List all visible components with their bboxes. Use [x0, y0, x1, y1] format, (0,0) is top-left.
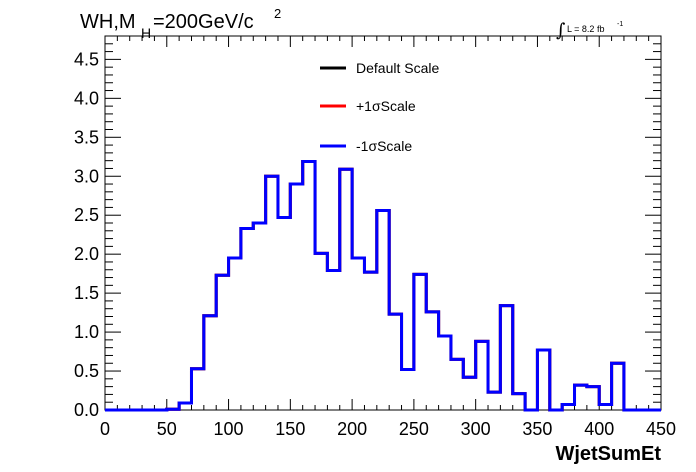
x-tick-label: 300: [461, 419, 491, 439]
y-tick-label: 0.0: [74, 400, 99, 420]
x-axis-label: WjetSumEt: [555, 443, 661, 465]
x-tick-label: 250: [399, 419, 429, 439]
legend-label: -1σScale: [356, 138, 412, 154]
y-tick-label: 2.0: [74, 244, 99, 264]
y-tick-label: 1.5: [74, 283, 99, 303]
title-main: WH,M: [80, 11, 136, 33]
y-tick-label: 4.5: [74, 49, 99, 69]
integral-icon: ∫: [556, 20, 566, 41]
plot-frame: [104, 35, 662, 411]
legend-label: Default Scale: [356, 60, 439, 76]
chart-title: WH,M H =200GeV/c 2: [80, 6, 281, 41]
y-tick-label: 3.0: [74, 166, 99, 186]
x-tick-label: 0: [100, 419, 110, 439]
y-tick-label: 0.5: [74, 361, 99, 381]
x-tick-label: 400: [584, 419, 614, 439]
series-line: [105, 159, 661, 412]
x-tick-label: 150: [275, 419, 305, 439]
series-layer: [105, 159, 661, 412]
y-tick-label: 2.5: [74, 205, 99, 225]
lumi-superscript: -1: [617, 21, 623, 28]
x-axis: 0 50 100 150 200 250 300 350 400 450: [100, 36, 676, 439]
lumi-text: L = 8.2 fb: [567, 24, 604, 34]
y-tick-label: 1.0: [74, 322, 99, 342]
title-subscript: H: [141, 25, 151, 41]
x-tick-label: 350: [522, 419, 552, 439]
title-rest: =200GeV/c: [153, 11, 254, 33]
x-tick-label: 200: [337, 419, 367, 439]
series-line: [105, 159, 661, 412]
series-line: [105, 159, 661, 412]
y-tick-label: 4.0: [74, 88, 99, 108]
y-tick-label: 3.5: [74, 127, 99, 147]
lumi-label: ∫ L = 8.2 fb -1: [556, 20, 623, 41]
x-tick-label: 450: [646, 419, 676, 439]
x-tick-label: 100: [214, 419, 244, 439]
x-tick-label: 50: [157, 419, 177, 439]
legend: Default Scale +1σScale -1σScale: [320, 60, 439, 154]
y-axis: 0.0 0.5 1.0 1.5 2.0 2.5 3.0 3.5 4.0 4.5: [74, 43, 661, 420]
legend-label: +1σScale: [356, 98, 416, 114]
title-superscript: 2: [274, 6, 281, 21]
